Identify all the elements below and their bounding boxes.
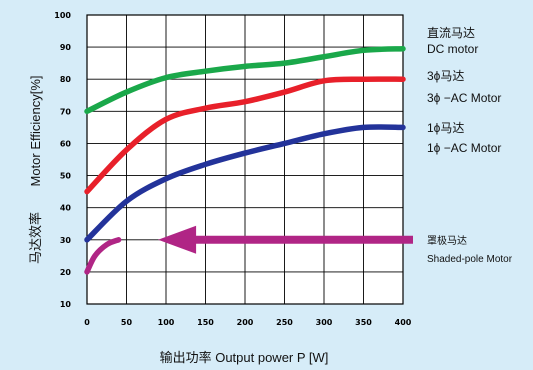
series-line-3phase-ac-motor xyxy=(84,76,406,195)
x-tick-labels: 0 50 100 150 200 250 300 350 400 xyxy=(84,318,412,327)
x-tick-label: 150 xyxy=(197,318,214,327)
y-axis-title-cn: 马达效率 xyxy=(28,212,43,264)
legend-label-cn-shaded-pole-motor: 罩极马达 xyxy=(427,234,467,247)
series-line-dc-motor xyxy=(84,45,406,115)
y-tick-label: 100 xyxy=(54,11,71,20)
legend-label-en-1phase-ac-motor: 1ϕ −AC Motor xyxy=(427,141,501,155)
series-line-1phase-ac-motor xyxy=(84,124,406,243)
x-tick-label: 0 xyxy=(84,318,90,327)
legend-label-cn-3phase-ac-motor: 3ϕ马达 xyxy=(427,69,464,83)
x-axis-title: 输出功率 Output power P [W] xyxy=(160,350,329,365)
x-tick-label: 250 xyxy=(276,318,293,327)
legend-label-cn-1phase-ac-motor: 1ϕ马达 xyxy=(427,121,464,135)
y-axis-title-en: Motor Efficiency[%] xyxy=(28,75,43,186)
x-tick-label: 400 xyxy=(395,318,412,327)
x-tick-label: 50 xyxy=(121,318,133,327)
y-tick-label: 70 xyxy=(60,107,72,116)
y-tick-label: 80 xyxy=(60,75,72,84)
legend-label-en-3phase-ac-motor: 3ϕ −AC Motor xyxy=(427,91,501,105)
legend-label-cn-dc-motor: 直流马达 xyxy=(427,26,475,40)
legend: 直流马达 DC motor 3ϕ马达 3ϕ −AC Motor 1ϕ马达 1ϕ −AC M… xyxy=(427,26,513,265)
x-tick-label: 350 xyxy=(355,318,372,327)
y-tick-label: 50 xyxy=(60,172,72,181)
y-tick-label: 30 xyxy=(60,236,72,245)
x-tick-label: 200 xyxy=(237,318,254,327)
arrow-head xyxy=(158,225,197,254)
y-tick-label: 90 xyxy=(60,43,72,52)
y-tick-label: 40 xyxy=(60,204,72,213)
y-tick-label: 60 xyxy=(60,139,72,148)
series-lines xyxy=(84,45,406,275)
y-tick-label: 20 xyxy=(60,268,72,277)
legend-label-en-dc-motor: DC motor xyxy=(427,42,478,56)
shaded-pole-arrow xyxy=(158,225,413,254)
legend-label-en-shaded-pole-motor: Shaded-pole Motor xyxy=(427,254,513,265)
x-tick-label: 300 xyxy=(316,318,333,327)
y-tick-labels: 10 20 30 40 50 60 70 80 90 100 xyxy=(54,11,71,309)
grid-lines xyxy=(86,14,404,305)
x-tick-label: 100 xyxy=(158,318,175,327)
y-tick-label: 10 xyxy=(60,300,72,309)
series-line-shaded-pole-motor xyxy=(84,237,122,275)
